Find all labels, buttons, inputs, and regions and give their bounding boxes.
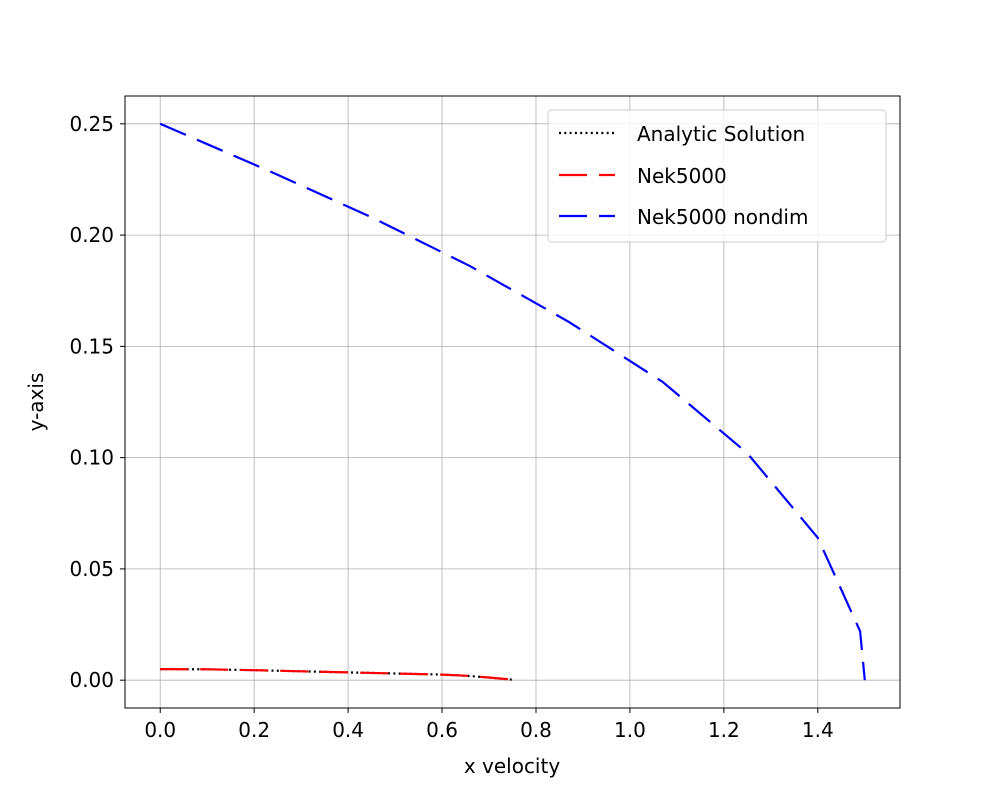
series-line-nek5000	[160, 667, 513, 681]
y-axis-label: y-axis	[24, 373, 48, 432]
legend-label-nek5000: Nek5000	[637, 164, 727, 188]
x-tick-label: 1.2	[708, 718, 740, 742]
x-tick-label: 0.2	[238, 718, 270, 742]
legend-label-analytic: Analytic Solution	[637, 122, 805, 146]
y-tick-label: 0.10	[69, 446, 114, 470]
y-tick-label: 0.25	[69, 112, 114, 136]
legend-label-nek5000-nondim: Nek5000 nondim	[637, 205, 808, 229]
plot-series	[159, 122, 866, 681]
x-tick-label: 0.6	[426, 718, 458, 742]
legend: Analytic Solution Nek5000 Nek5000 nondim	[547, 109, 887, 243]
y-tick-label: 0.00	[69, 668, 114, 692]
y-tick-label: 0.05	[69, 557, 114, 581]
legend-box	[547, 109, 887, 243]
y-tick-label: 0.15	[69, 334, 114, 358]
x-tick-label: 1.4	[802, 718, 834, 742]
x-tick-label: 1.0	[614, 718, 646, 742]
x-tick-label: 0.8	[520, 718, 552, 742]
x-axis-label: x velocity	[464, 754, 561, 778]
axis-ticks: 0.0 0.2 0.4 0.6 0.8 1.0 1.2 1.4 0.00 0.05 0.10 0.15…	[69, 112, 833, 742]
x-tick-label: 0.0	[144, 718, 176, 742]
x-tick-label: 0.4	[332, 718, 364, 742]
plot-frame	[124, 95, 901, 709]
series-line-nek5000-nondim	[159, 122, 866, 681]
y-tick-label: 0.20	[69, 223, 114, 247]
series-line-analytic-solution	[160, 667, 513, 681]
